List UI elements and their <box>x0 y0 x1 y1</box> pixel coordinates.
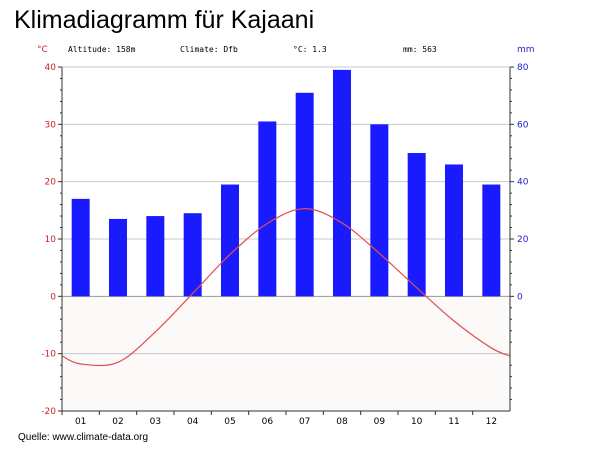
x-tick-label: 01 <box>75 417 86 427</box>
precipitation-bar <box>295 92 314 297</box>
x-tick-label: 02 <box>112 417 123 427</box>
right-tick-label: 20 <box>517 235 529 245</box>
left-tick-label: 0 <box>50 292 56 302</box>
source-credit: Quelle: www.climate-data.org <box>18 432 149 443</box>
precipitation-bar <box>445 164 463 297</box>
x-tick-label: 04 <box>187 417 199 427</box>
right-tick-label: 0 <box>517 292 523 302</box>
right-tick-label: 60 <box>517 120 529 130</box>
right-tick-label: 40 <box>517 178 529 188</box>
precipitation-bar <box>221 184 239 297</box>
precipitation-bar <box>370 124 389 297</box>
left-tick-label: 30 <box>45 120 57 130</box>
x-tick-label: 12 <box>486 417 497 427</box>
x-tick-label: 10 <box>411 417 423 427</box>
precipitation-bar <box>407 153 426 297</box>
left-axis-unit: °C <box>37 45 48 55</box>
avg-temperature-info: °C: 1.3 <box>293 45 327 54</box>
precipitation-bar <box>482 184 501 297</box>
x-tick-label: 03 <box>150 417 161 427</box>
x-tick-label: 11 <box>448 417 459 427</box>
x-tick-label: 09 <box>374 417 386 427</box>
left-tick-label: -20 <box>41 407 56 417</box>
precipitation-bar <box>71 198 90 297</box>
altitude-info: Altitude: 158m <box>68 45 136 54</box>
x-tick-label: 08 <box>336 417 348 427</box>
x-tick-label: 07 <box>299 417 310 427</box>
left-tick-label: -10 <box>41 350 56 360</box>
chart-title: Klimadiagramm für Kajaani <box>14 6 315 34</box>
left-tick-label: 40 <box>45 63 57 73</box>
precipitation-bar <box>183 213 202 297</box>
right-axis-unit: mm <box>517 45 535 55</box>
left-tick-label: 10 <box>45 235 57 245</box>
precipitation-bar <box>333 69 351 297</box>
left-tick-label: 20 <box>45 178 57 188</box>
precipitation-bar <box>109 218 127 297</box>
x-tick-label: 05 <box>224 417 235 427</box>
precipitation-bar <box>146 216 165 297</box>
x-tick-label: 06 <box>262 417 274 427</box>
temperature-line <box>61 208 511 367</box>
climate-info: Climate: Dfb <box>180 45 238 54</box>
precipitation-bar <box>258 121 277 297</box>
precipitation-info: mm: 563 <box>403 45 437 54</box>
right-tick-label: 80 <box>517 63 529 73</box>
